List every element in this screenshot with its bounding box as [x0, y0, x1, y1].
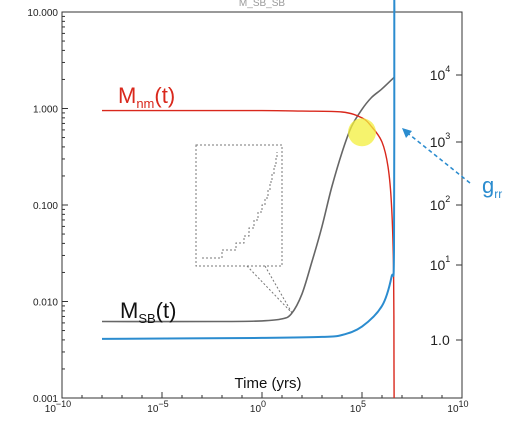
y-right-tick-label: 104: [430, 64, 451, 83]
inset-zoom: [195, 144, 293, 314]
y-tick-label: 0.001: [33, 394, 58, 405]
y-tick-label: 1.000: [33, 105, 58, 116]
chart-title: M_SB_SB: [239, 0, 285, 9]
x-tick-label: 1010: [447, 399, 468, 415]
inset-box: [195, 144, 283, 267]
y-tick-label: 10.000: [27, 8, 58, 19]
series-line-g-rr: [101, 0, 396, 340]
y-right-tick-label: 1.0: [430, 332, 450, 348]
inset-staircase: [202, 152, 278, 259]
y-tick-label: 0.010: [33, 298, 58, 309]
label-m-nm: Mnm(t): [118, 83, 175, 111]
label-g-rr: grr: [482, 173, 502, 201]
y-tick-label: 0.100: [33, 201, 58, 212]
x-tick-label: 10−10: [45, 399, 71, 415]
x-tick-label: 105: [350, 399, 366, 415]
y-axis-right: 104 103 102 101 1.0: [430, 64, 462, 348]
x-axis-title: Time (yrs): [235, 375, 302, 392]
y-right-tick-label: 102: [430, 194, 451, 213]
y-right-tick-label: 101: [430, 254, 451, 273]
label-m-sb: MSB(t): [120, 298, 176, 326]
x-axis: 10−10 10−5 100 105 1010: [45, 392, 469, 415]
y-right-tick-label: 103: [430, 131, 451, 150]
inset-connector-left: [246, 265, 293, 314]
g-rr-arrow: [402, 128, 471, 184]
series-line-m-sb: [101, 76, 395, 323]
y-axis-left: 10.000 1.000 0.100 0.010 0.001: [27, 8, 68, 405]
x-tick-label: 10−5: [147, 399, 168, 415]
x-tick-label: 100: [250, 399, 266, 415]
highlight-circle: [348, 118, 376, 147]
series-line-m-nm: [102, 109, 395, 399]
inset-connector-right: [264, 265, 293, 314]
